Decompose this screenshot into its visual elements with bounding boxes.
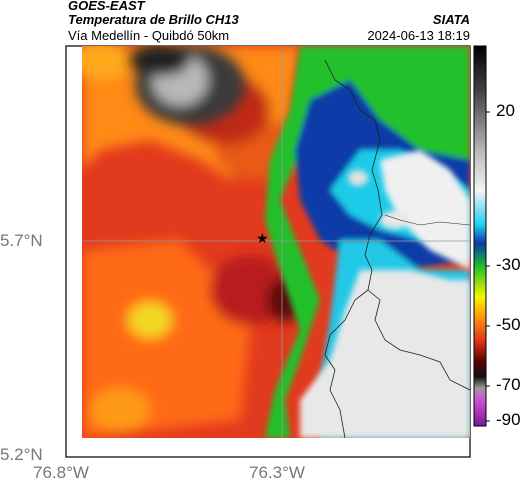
satellite-name: GOES-EAST — [68, 0, 145, 13]
colorbar-label-minus70: -70 — [496, 375, 521, 394]
colorbar-label-20: 20 — [496, 101, 515, 120]
lon-label-76.3: 76.3°W — [249, 463, 305, 482]
temperature-field — [82, 46, 470, 438]
station-marker: ★ — [256, 230, 269, 246]
region-subtitle: Vía Medellín - Quibdó 50km — [68, 28, 230, 43]
colorbar — [473, 45, 487, 427]
lon-label-76.8: 76.8°W — [33, 463, 89, 482]
product-title: Temperatura de Brillo CH13 — [68, 12, 239, 27]
colorbar-label-minus90: -90 — [496, 410, 521, 429]
lat-label-5.2: 5.2°N — [0, 445, 43, 464]
colorbar-label-minus30: -30 — [496, 255, 521, 274]
organization-label: SIATA — [432, 12, 470, 27]
timestamp: 2024-06-13 18:19 — [367, 28, 470, 43]
lat-label-5.7: 5.7°N — [0, 231, 43, 250]
colorbar-label-minus50: -50 — [496, 315, 521, 334]
